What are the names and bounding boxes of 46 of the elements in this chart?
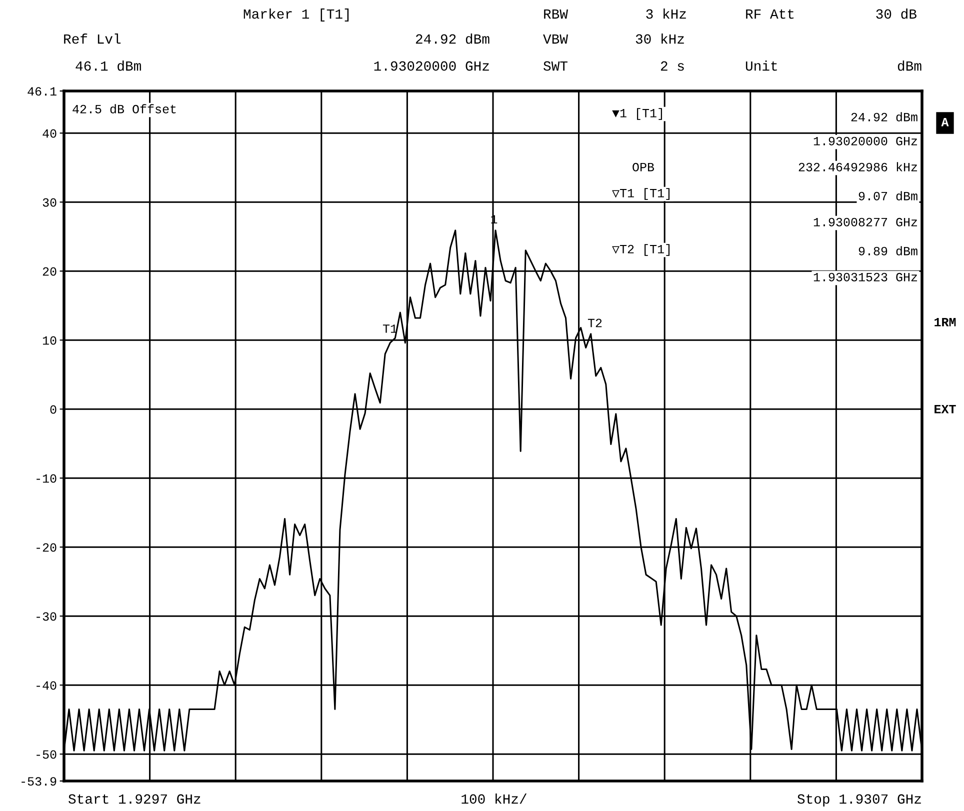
y-tick-label: 20 [42, 267, 56, 276]
y-tick-label: 10 [42, 336, 56, 345]
text: EXT [934, 405, 956, 414]
text: RBW [544, 9, 568, 19]
y-tick-label: 46.1 [28, 87, 56, 96]
annotation: 1.93020000 GHz [814, 136, 918, 146]
annotation: ▽T1 [T1] [612, 188, 670, 200]
text: 100 kHz/ [462, 794, 527, 804]
y-tick-label: 40 [42, 129, 56, 138]
text: 1.93020000 GHz [374, 61, 489, 71]
annotation: T2 [588, 318, 602, 328]
annotation: ▼1 [T1] [612, 108, 662, 120]
annotation: 24.92 dBm [851, 112, 918, 122]
text: Stop 1.9307 GHz [798, 794, 921, 806]
y-tick-label: -40 [36, 681, 56, 690]
annotation: 232.46492986 kHz [798, 162, 918, 172]
text: Ref Lvl [64, 34, 121, 44]
text: 30 kHz [636, 34, 684, 44]
y-tick-label: -30 [36, 612, 56, 621]
annotation: ▽T2 [T1] [612, 244, 670, 256]
text: 3 kHz [646, 8, 686, 19]
y-tick-label: -50 [36, 750, 56, 759]
y-tick-label: -20 [36, 543, 56, 552]
text: 2 s [660, 61, 684, 71]
y-tick-label: 0 [50, 405, 56, 414]
text: Marker 1 [T1] [244, 8, 349, 22]
text: VBW [543, 34, 568, 44]
text: 46.1 dBm [76, 60, 141, 71]
annotation: 9.89 dBm [858, 246, 918, 256]
text: 1RM [934, 318, 956, 326]
text: 24.92 dBm [416, 34, 490, 44]
text: SWT [544, 61, 568, 71]
y-tick-label: 30 [42, 198, 56, 207]
annotation: 1.93031523 GHz [814, 272, 918, 282]
text: A [941, 118, 949, 126]
text: Start 1.9297 GHz [68, 794, 200, 804]
annotation: 42.5 dB Offset [72, 104, 176, 114]
annotation: 9.07 dBm [858, 191, 918, 200]
text: RF Att [746, 9, 794, 19]
text: dBm [898, 60, 922, 71]
annotation: OPB [632, 162, 654, 172]
annotation: 1.93008277 GHz [814, 218, 918, 226]
text: Unit [746, 60, 777, 71]
y-tick-label: -10 [36, 474, 56, 483]
text: 30 dB [876, 8, 916, 19]
y-tick-label: -53.9 [22, 777, 56, 786]
